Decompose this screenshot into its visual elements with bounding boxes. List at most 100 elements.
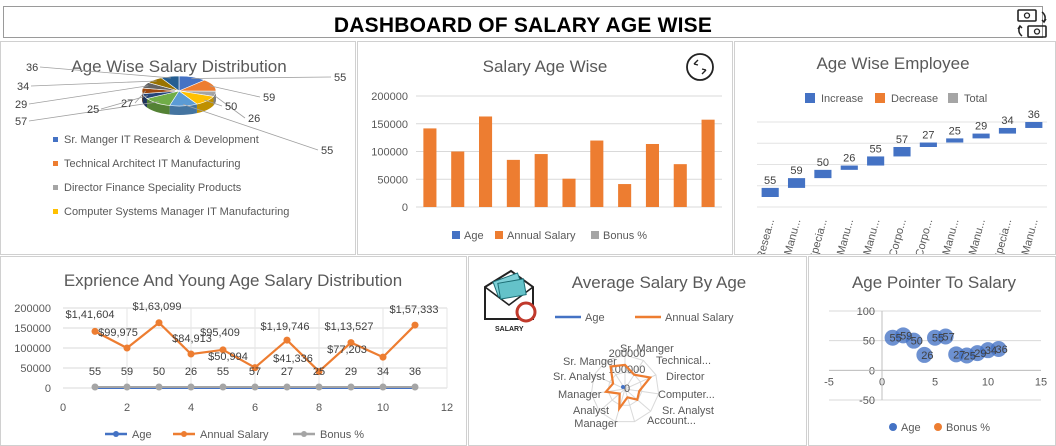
wf-category-label: Manu... (861, 218, 882, 255)
radar-spoke (624, 388, 659, 395)
radar-spoke (624, 388, 636, 422)
line-x-tick: 4 (188, 402, 194, 414)
pie-slice (160, 75, 180, 92)
bar-annual-salary (618, 184, 632, 207)
line-salary-label: $1,19,746 (261, 321, 310, 333)
age-pointer-panel[interactable]: Age Pointer To Salary -50050100-5051015 … (808, 256, 1056, 446)
pie-chart-panel[interactable]: Age Wise Salary Distribution 55 59 26 50 55 5… (0, 41, 356, 255)
line-y-tick: 200000 (14, 303, 51, 315)
pie-leader-line (28, 101, 159, 122)
pie-data-label: 57 (15, 116, 27, 128)
average-salary-panel[interactable]: Average Salary By Age SALARY Age Annual S… (468, 256, 807, 446)
wf-data-label: 36 (1028, 109, 1040, 121)
bar-annual-salary (423, 128, 437, 207)
pie-data-label: 25 (87, 104, 99, 116)
line-annual-salary-point (219, 346, 227, 354)
wf-bar-increase (946, 138, 964, 143)
bar-legend-entry: Annual Salary (507, 230, 576, 242)
sc-point-label: 55 (889, 333, 901, 345)
sc-point (905, 332, 922, 349)
line-salary-label: $1,41,604 (66, 309, 115, 321)
pie-slice-side (213, 91, 216, 106)
line-age-label: 55 (89, 366, 101, 378)
line-annual-salary-point (347, 339, 355, 347)
wf-data-label: 26 (843, 153, 855, 165)
wf-bar-increase (867, 156, 885, 166)
title-box: DASHBOARD OF SALARY AGE WISE (3, 6, 1043, 38)
line-annual-salary-point (155, 319, 163, 327)
wf-legend-swatch (948, 93, 958, 103)
wf-data-label: 34 (1001, 115, 1013, 127)
wf-bar-increase (761, 187, 779, 197)
sc-x-tick: 10 (982, 376, 994, 388)
pie-data-label: 55 (334, 72, 346, 84)
pie-data-label: 59 (263, 92, 275, 104)
line-y-tick: 50000 (20, 363, 51, 375)
radar-category-label: Manager (574, 418, 618, 430)
line-legend-entry-marker (113, 431, 119, 437)
pie-chart-title: Age Wise Salary Distribution (71, 57, 286, 76)
bar-y-tick: 0 (402, 202, 408, 214)
salary-age-title: Salary Age Wise (483, 57, 608, 76)
line-salary-label: $41,336 (273, 353, 313, 365)
pie-leader-line (191, 76, 332, 79)
line-x-tick: 6 (252, 402, 258, 414)
wf-data-label: 57 (896, 134, 908, 146)
pie-legend-swatch (53, 185, 58, 190)
line-bonus-point (347, 383, 355, 391)
sc-point (916, 346, 933, 363)
pie-leader-line (183, 104, 319, 151)
radar-annual-salary (603, 363, 653, 413)
line-salary-label: $1,57,333 (390, 304, 439, 316)
wf-data-label: 25 (949, 125, 961, 137)
refresh-icon[interactable] (686, 53, 714, 81)
radar-age (621, 385, 625, 389)
pie-legend-swatch (53, 209, 58, 214)
line-legend-entry-marker (181, 431, 187, 437)
line-age-label: 26 (185, 366, 197, 378)
wf-legend-swatch (805, 93, 815, 103)
wf-legend-entry: Decrease (891, 93, 938, 105)
wf-bar-increase (919, 142, 937, 147)
line-age-label: 29 (345, 366, 357, 378)
sc-legend-entry-swatch (889, 423, 897, 431)
bar-y-tick: 150000 (371, 119, 408, 131)
line-annual-salary-point (315, 367, 323, 375)
line-bonus-point (155, 383, 163, 391)
sc-point-label: 57 (942, 332, 954, 344)
wf-legend-swatch (875, 93, 885, 103)
bar-legend-entry: Age (464, 230, 484, 242)
wf-category-label: Specia... (992, 218, 1015, 255)
line-x-tick: 0 (60, 402, 66, 414)
wf-data-label: 27 (922, 130, 934, 142)
sc-point (990, 340, 1007, 357)
radar-web-ring (590, 354, 660, 423)
bar-y-tick: 100000 (371, 147, 408, 159)
radar-legend-entry: Age (585, 312, 605, 324)
sc-point-label: 25 (964, 351, 976, 363)
sc-point-label: 34 (985, 345, 997, 357)
wf-category-label: Manu... (835, 218, 856, 255)
radar-spoke (606, 360, 626, 390)
line-legend-entry-marker (301, 431, 307, 437)
radar-category-label: Sr. Manger (620, 343, 674, 355)
wf-data-label: 50 (817, 157, 829, 169)
sc-point-label: 55 (932, 333, 944, 345)
line-annual-salary-point (91, 327, 99, 335)
sc-point-label: 27 (953, 349, 965, 361)
age-wise-employee-panel[interactable]: Age Wise Employee Increase Decrease Total … (734, 41, 1056, 255)
wf-category-label: Specia... (807, 218, 830, 255)
sc-point-label: 59 (900, 330, 912, 342)
salary-age-panel[interactable]: Salary Age Wise 0 50000 100000 150000 200000… (357, 41, 733, 255)
pie-leader-line (209, 85, 261, 98)
sc-x-tick: 5 (932, 376, 938, 388)
pie-data-label: 34 (17, 81, 29, 93)
sc-x-tick: -5 (824, 376, 834, 388)
sc-y-tick: 100 (857, 306, 875, 318)
experience-panel[interactable]: Exprience And Young Age Salary Distribut… (0, 256, 467, 446)
line-salary-label: $99,975 (98, 327, 138, 339)
wf-legend-entry: Increase (821, 93, 863, 105)
bar-annual-salary (562, 178, 576, 207)
line-bonus-point (187, 383, 195, 391)
